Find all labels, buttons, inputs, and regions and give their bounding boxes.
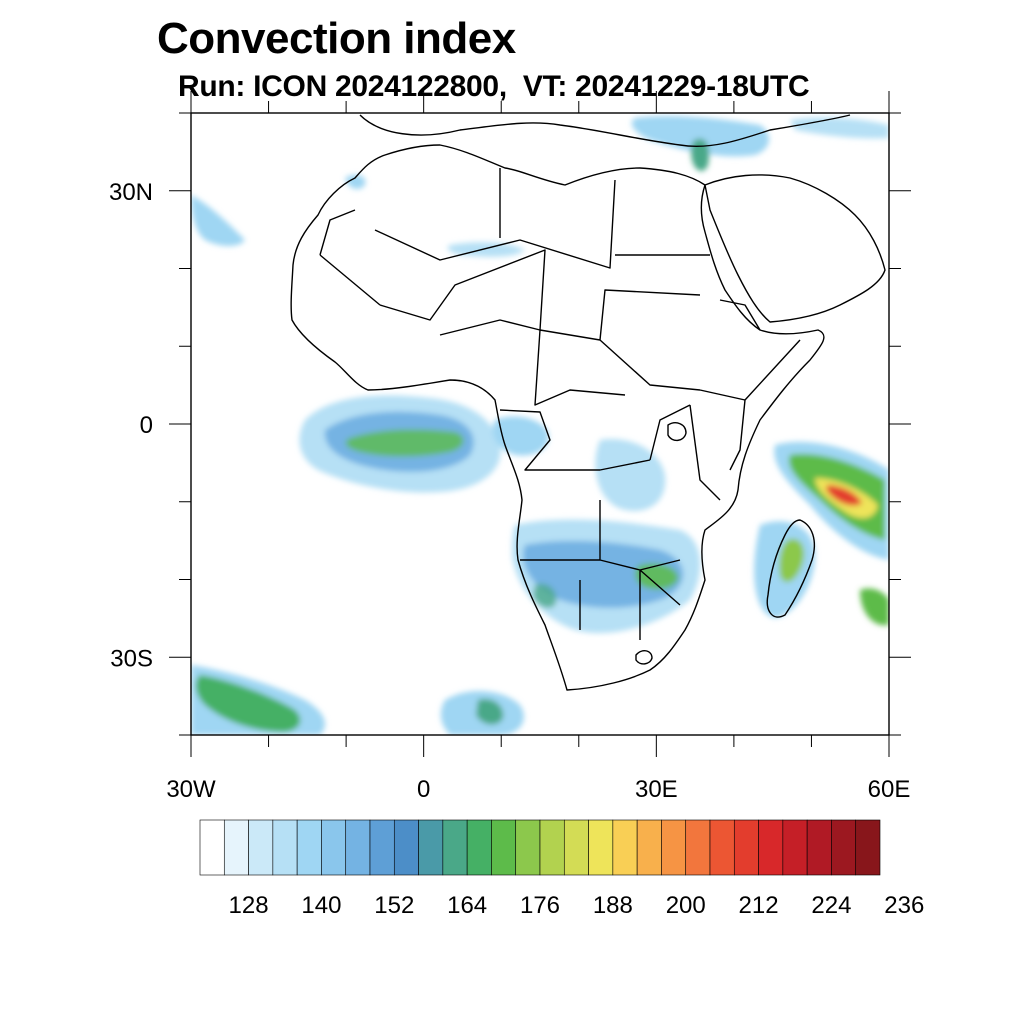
colorbar-swatch xyxy=(369,819,395,876)
colorbar-swatch xyxy=(296,819,322,876)
axis-ticks: 30W 0 30E 60E 30N 0 30S xyxy=(109,91,911,803)
convection-area-madagascar-core xyxy=(779,538,805,583)
colorbar-swatch xyxy=(515,819,541,876)
colorbar-swatch xyxy=(563,819,589,876)
colorbar-swatch xyxy=(636,819,662,876)
border-east-1 xyxy=(699,299,801,471)
colorbar-swatch xyxy=(612,819,638,876)
colorbar-swatch xyxy=(466,819,492,876)
map-subtitle: Run: ICON 2024122800, VT: 20241229-18UTC xyxy=(178,70,810,103)
colorbar-swatch xyxy=(539,819,565,876)
convection-area-canary xyxy=(345,174,366,190)
coastlines-borders xyxy=(290,114,886,691)
colorbar-label: 212 xyxy=(739,892,779,919)
x-tick-label: 30W xyxy=(166,776,216,803)
x-tick-label: 0 xyxy=(417,776,430,803)
convection-area-southern-ocean-green xyxy=(476,699,504,725)
colorbar-swatch xyxy=(248,819,274,876)
colorbar-swatch xyxy=(709,819,735,876)
colorbar-label: 236 xyxy=(884,892,924,919)
y-tick-label: 0 xyxy=(140,412,153,439)
colorbar-label: 152 xyxy=(374,892,414,919)
colorbar-swatch xyxy=(661,819,687,876)
colorbar-label: 176 xyxy=(520,892,560,919)
colorbar-swatch xyxy=(855,819,881,876)
border-north-1 xyxy=(374,168,710,269)
map-title: Convection index xyxy=(157,14,516,63)
convection-area-south-green xyxy=(635,563,679,590)
lake-victoria xyxy=(667,422,687,442)
colorbar-swatch xyxy=(491,819,517,876)
lesotho-border xyxy=(635,650,653,665)
colorbar-swatch xyxy=(393,819,419,876)
madagascar-coast xyxy=(766,519,816,618)
colorbar-swatch xyxy=(733,819,759,876)
colorbar-swatch xyxy=(199,819,225,876)
arabia-coast xyxy=(704,174,886,323)
convection-area-north-atlantic xyxy=(191,195,245,246)
colorbar-label: 224 xyxy=(811,892,851,919)
border-west-1 xyxy=(319,209,546,331)
convection-area-levant xyxy=(691,138,710,172)
colorbar-label: 140 xyxy=(301,892,341,919)
colorbar-swatch xyxy=(442,819,468,876)
convection-area-indian-ocean-red xyxy=(826,485,862,506)
colorbar-swatch xyxy=(345,819,371,876)
convection-area-mideast xyxy=(790,117,889,139)
colorbar-swatch xyxy=(321,819,347,876)
africa-coastline xyxy=(290,144,825,691)
border-south-1 xyxy=(520,500,681,640)
convection-area-south-atlantic-green xyxy=(195,675,301,732)
convection-area-mediterranean xyxy=(631,115,770,157)
colorbar-swatch xyxy=(831,819,857,876)
colorbar-swatch xyxy=(806,819,832,876)
colorbar-swatch xyxy=(758,819,784,876)
x-tick-label: 60E xyxy=(868,776,911,803)
colorbar-label: 128 xyxy=(229,892,269,919)
colorbar-swatch xyxy=(418,819,444,876)
y-tick-label: 30N xyxy=(109,179,153,206)
convection-area-namibia xyxy=(533,583,557,608)
border-central-1 xyxy=(439,289,701,406)
colorbar-label: 164 xyxy=(447,892,487,919)
x-tick-label: 30E xyxy=(635,776,678,803)
convection-area-indian-ocean-south xyxy=(860,588,889,626)
convection-field xyxy=(191,115,889,735)
y-tick-label: 30S xyxy=(110,645,153,672)
colorbar-swatch xyxy=(782,819,808,876)
colorbar-swatch xyxy=(272,819,298,876)
convection-area-congo xyxy=(492,416,549,456)
convection-area-central xyxy=(595,439,666,511)
colorbar-swatch xyxy=(223,819,249,876)
colorbar-swatch xyxy=(588,819,614,876)
colorbar-swatch xyxy=(685,819,711,876)
convection-area-south-core xyxy=(523,540,684,608)
colorbar-label: 200 xyxy=(666,892,706,919)
border-central-2 xyxy=(499,404,721,501)
colorbar: 128 140 152 164 176 188 200 212 224 236 xyxy=(199,819,924,919)
convection-area-atlantic-green xyxy=(345,429,464,457)
europe-coast xyxy=(359,114,851,148)
colorbar-label: 188 xyxy=(593,892,633,919)
